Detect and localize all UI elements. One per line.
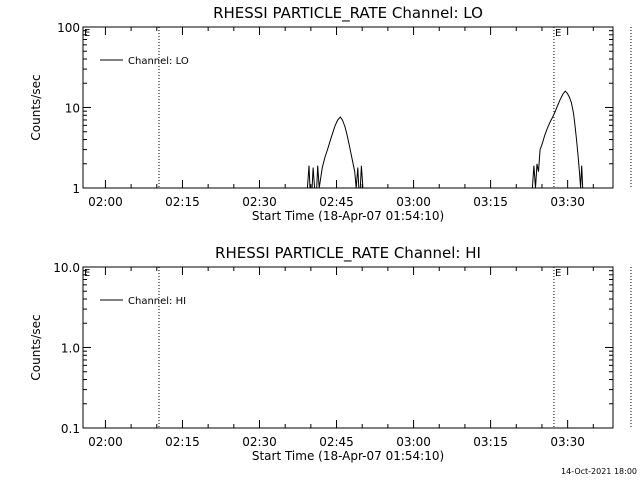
legend-label: Channel: LO (128, 56, 189, 67)
x-tick-label: 02:45 (319, 195, 354, 209)
plot-frame (82, 26, 614, 189)
x-axis-label: Start Time (18-Apr-07 01:54:10) (252, 449, 444, 463)
x-tick-label: 02:45 (319, 435, 354, 449)
x-axis-label: Start Time (18-Apr-07 01:54:10) (252, 209, 444, 223)
x-tick-label: 03:30 (550, 195, 585, 209)
x-tick-label: 03:15 (473, 195, 508, 209)
chart-hi-channel: RHESSI PARTICLE_RATE Channel: HI E E 02:00 0… (29, 244, 632, 463)
x-tick-label: 02:30 (242, 195, 277, 209)
y-tick-label: 1.0 (61, 342, 80, 356)
series-line-segment (306, 116, 364, 188)
time-marker-label: E (555, 28, 561, 39)
time-marker-label: E (555, 268, 561, 279)
x-tick-label: 02:30 (242, 435, 277, 449)
generated-timestamp: 14-Oct-2021 18:00 (561, 467, 637, 476)
x-tick-label: 03:00 (396, 195, 431, 209)
y-tick-label: 10 (65, 102, 80, 116)
x-tick-label: 03:15 (473, 435, 508, 449)
x-tick-label: 02:00 (88, 435, 123, 449)
y-tick-label: 100 (57, 21, 80, 35)
x-tick-label: 02:15 (165, 435, 200, 449)
chart-title: RHESSI PARTICLE_RATE Channel: LO (213, 4, 483, 23)
x-tick-label: 02:15 (165, 195, 200, 209)
y-tick-label: 10.0 (53, 261, 80, 275)
corner-marker-label: E (84, 268, 90, 279)
y-axis-label: Counts/sec (29, 74, 43, 140)
plot-frame (82, 266, 614, 429)
x-tick-label: 03:30 (550, 435, 585, 449)
x-tick-label: 03:00 (396, 435, 431, 449)
y-tick-label: 1 (72, 182, 80, 196)
y-tick-label: 0.1 (61, 422, 80, 436)
chart-title: RHESSI PARTICLE_RATE Channel: HI (215, 244, 481, 263)
y-axis-label: Counts/sec (29, 314, 43, 380)
x-tick-label: 02:00 (88, 195, 123, 209)
chart-lo-channel: RHESSI PARTICLE_RATE Channel: LO E E 02:00 0… (29, 4, 632, 223)
corner-marker-label: E (84, 28, 90, 39)
legend-label: Channel: HI (128, 296, 186, 307)
series-line-segment (531, 90, 584, 188)
